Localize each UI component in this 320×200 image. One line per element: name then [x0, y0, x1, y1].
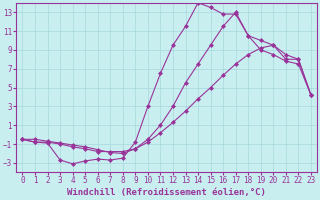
X-axis label: Windchill (Refroidissement éolien,°C): Windchill (Refroidissement éolien,°C) — [67, 188, 266, 197]
